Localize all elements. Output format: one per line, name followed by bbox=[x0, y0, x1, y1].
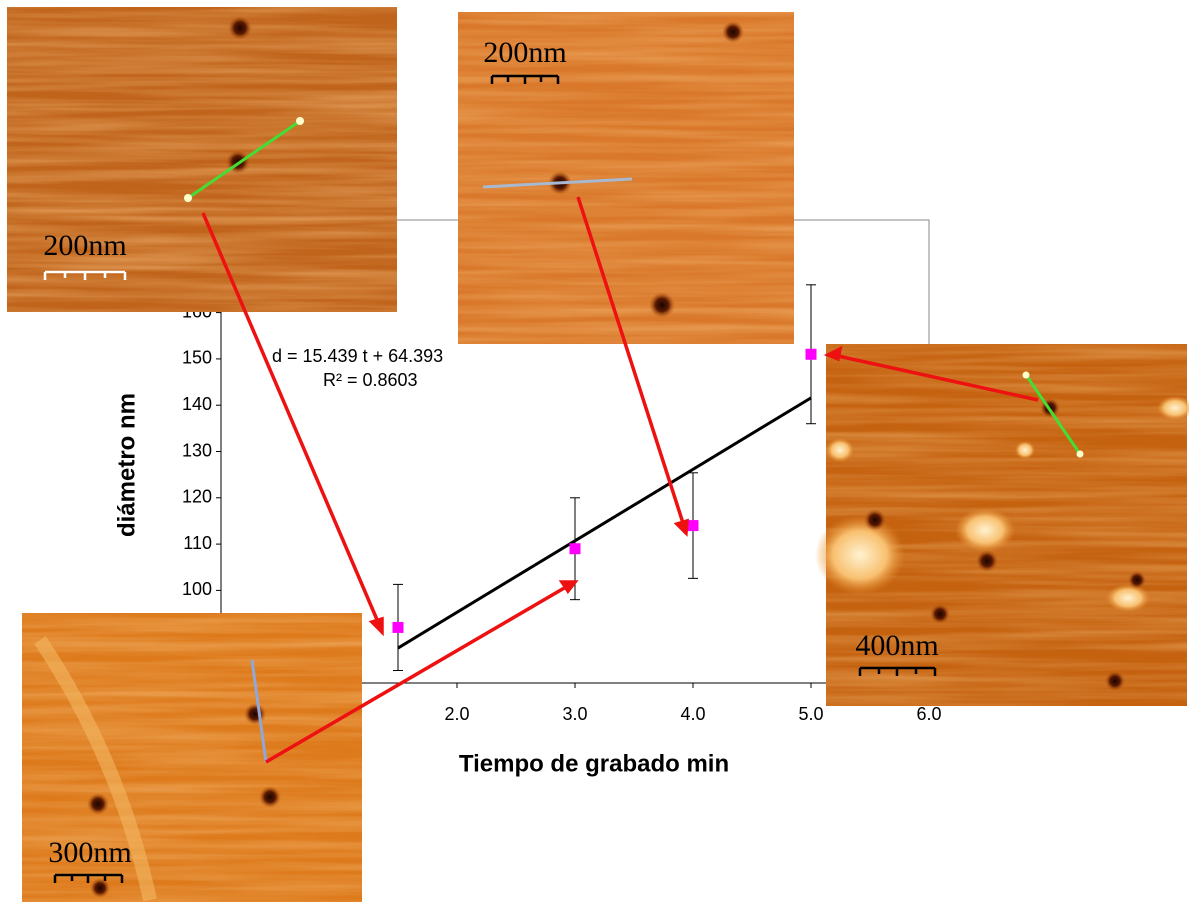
point bbox=[393, 622, 404, 633]
point bbox=[570, 543, 581, 554]
afm-image: 200nm bbox=[458, 12, 794, 344]
x-tick-label: 2.0 bbox=[444, 704, 469, 724]
y-tick-label: 150 bbox=[182, 348, 212, 368]
y-tick-label: 140 bbox=[182, 394, 212, 414]
y-tick-label: 130 bbox=[182, 440, 212, 460]
afm-image: 200nm bbox=[7, 7, 397, 312]
scale-label: 200nm bbox=[483, 36, 566, 69]
x-tick-label: 5.0 bbox=[798, 704, 823, 724]
chart: 1001101201301401501602.03.04.05.06.0Tiem… bbox=[0, 0, 1189, 904]
afm-image: 400nm bbox=[815, 344, 1189, 706]
scale-label: 200nm bbox=[43, 229, 126, 262]
y-axis-label: diámetro nm bbox=[113, 393, 140, 537]
point bbox=[688, 520, 699, 531]
y-tick-label: 120 bbox=[182, 487, 212, 507]
scale-label: 400nm bbox=[855, 629, 938, 662]
afm-image: 300nm bbox=[22, 613, 362, 902]
trendline bbox=[398, 398, 811, 648]
x-tick-label: 4.0 bbox=[680, 704, 705, 724]
x-tick-label: 6.0 bbox=[916, 704, 941, 724]
r-squared: R² = 0.8603 bbox=[323, 370, 418, 390]
y-tick-label: 110 bbox=[183, 533, 212, 553]
x-axis-label: Tiempo de grabado min bbox=[459, 750, 729, 777]
equation: d = 15.439 t + 64.393 bbox=[272, 346, 443, 366]
y-tick-label: 100 bbox=[182, 579, 212, 599]
page: 1001101201301401501602.03.04.05.06.0Tiem… bbox=[0, 0, 1189, 904]
scale-label: 300nm bbox=[48, 836, 131, 869]
x-tick-label: 3.0 bbox=[562, 704, 587, 724]
point bbox=[806, 349, 817, 360]
